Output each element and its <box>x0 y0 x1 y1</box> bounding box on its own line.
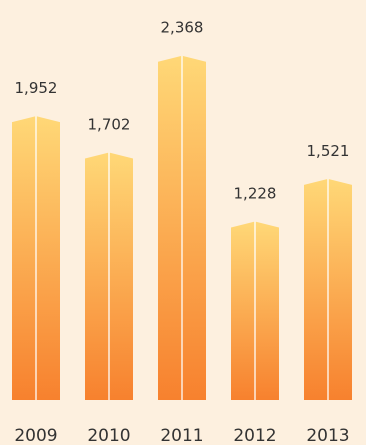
category-label-2013: 2013 <box>306 426 349 445</box>
category-labels-group: 2009 2010 2011 2012 2013 <box>14 426 349 445</box>
category-label-2011: 2011 <box>160 426 203 445</box>
value-label-2011: 2,368 <box>161 19 204 37</box>
value-label-2009: 1,952 <box>15 79 58 97</box>
value-labels-group: 1,952 1,702 2,368 1,228 1,521 <box>15 19 350 203</box>
value-label-2013: 1,521 <box>307 142 350 160</box>
value-label-2010: 1,702 <box>88 116 131 134</box>
category-label-2012: 2012 <box>233 426 276 445</box>
value-label-2012: 1,228 <box>234 184 277 202</box>
bars-group <box>12 55 352 400</box>
category-label-2010: 2010 <box>87 426 130 445</box>
category-label-2009: 2009 <box>14 426 57 445</box>
